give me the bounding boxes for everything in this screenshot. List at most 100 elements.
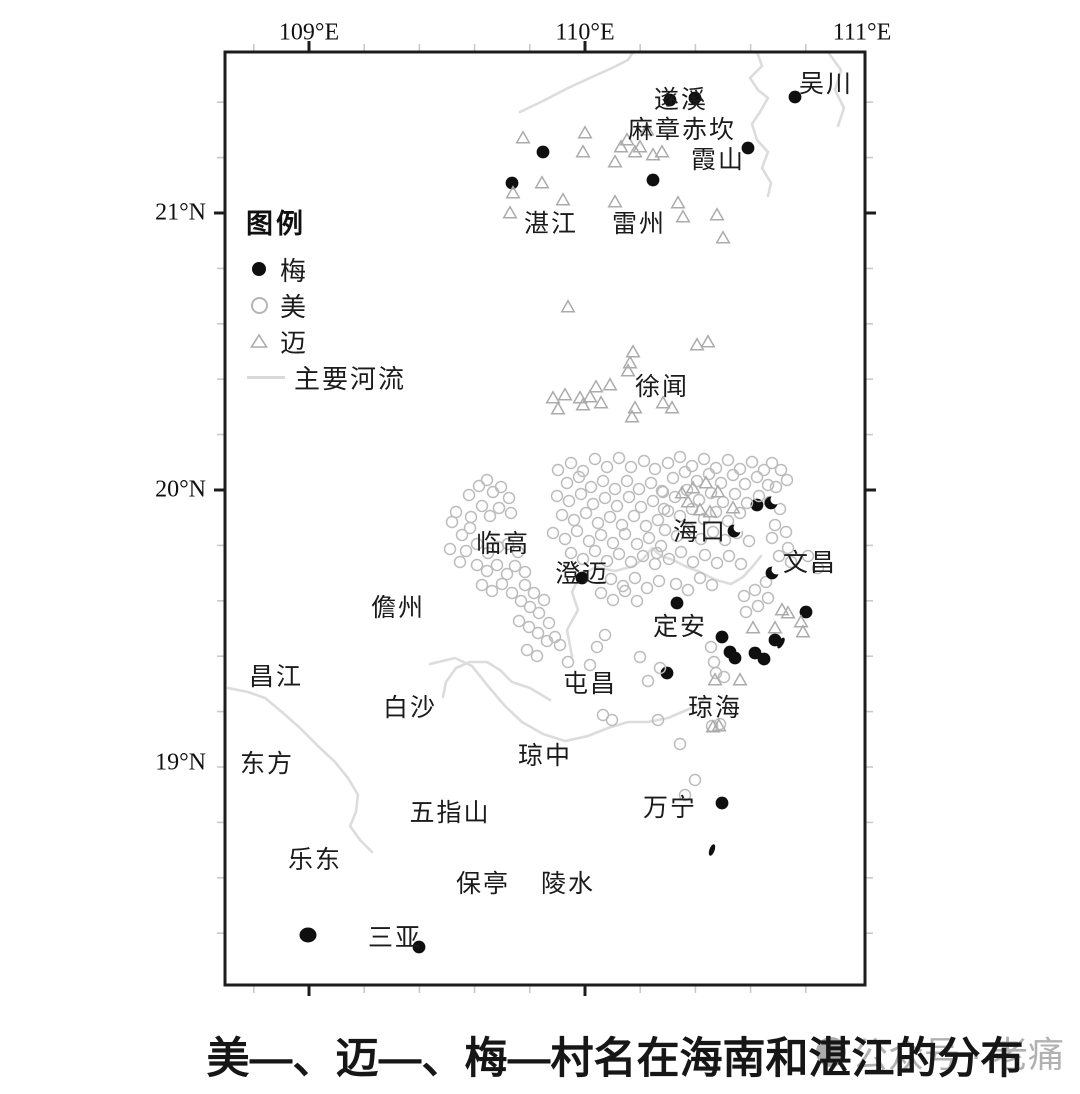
mei-circle-marker (610, 499, 624, 513)
mei-circle-marker (462, 488, 476, 502)
mei-circle-marker (594, 586, 608, 600)
mei-circle-marker (751, 599, 765, 613)
mai-triangle-marker (505, 185, 521, 199)
mai-triangle-marker (619, 132, 635, 146)
mei-dot-marker (728, 651, 742, 665)
river-line (565, 546, 763, 658)
mei-circle-marker (690, 474, 704, 488)
mai-triangle-marker (655, 395, 671, 409)
mai-triangle-marker (545, 390, 561, 404)
mei-circle-marker (504, 506, 518, 520)
mei-circle-marker (518, 565, 532, 579)
mei-circle-marker (475, 499, 489, 513)
mei-circle-marker (511, 545, 525, 559)
mei-circle-marker (624, 460, 638, 474)
mei-circle-marker (716, 495, 730, 509)
mai-triangle-marker (620, 363, 636, 377)
mei-circle-marker (459, 544, 473, 558)
mei-circle-marker (694, 532, 708, 546)
mei-circle-marker (604, 572, 618, 586)
mei-circle-marker (470, 537, 484, 551)
mai-triangle-marker (593, 395, 609, 409)
mei-dot-marker (646, 173, 660, 187)
mai-triangle-marker (560, 299, 576, 313)
mai-triangle-marker (715, 230, 731, 244)
mei-circle-marker (618, 527, 632, 541)
mei-circle-marker (666, 471, 680, 485)
mei-circle-marker (678, 788, 692, 802)
mai-triangle-marker (767, 620, 783, 634)
mei-circle-marker (514, 594, 528, 608)
mei-circle-marker (527, 586, 541, 600)
mei-circle-marker (710, 556, 724, 570)
mai-triangle-marker (639, 122, 655, 136)
mei-circle-marker (740, 496, 754, 510)
mei-circle-marker (532, 606, 546, 620)
mei-circle-marker (773, 502, 787, 516)
mai-triangle-marker (700, 334, 716, 348)
mei-circle-marker (567, 513, 581, 527)
mai-triangle-marker (654, 144, 670, 158)
mei-circle-marker (443, 542, 457, 556)
mei-dot-marker (715, 630, 729, 644)
mei-circle-marker (591, 516, 605, 530)
mei-circle-marker (603, 510, 617, 524)
mei-circle-marker (494, 480, 508, 494)
mai-triangle-marker (557, 387, 573, 401)
mei-circle-marker (505, 586, 519, 600)
mei-circle-marker (540, 634, 554, 648)
mei-circle-marker (445, 515, 459, 529)
mei-circle-marker (586, 497, 600, 511)
mei-circle-marker (627, 509, 641, 523)
mai-triangle-marker (774, 602, 790, 616)
mei-circle-marker (502, 491, 516, 505)
mei-circle-marker (779, 525, 793, 539)
legend-item-mai-triangle: 迈 (246, 323, 406, 359)
mei-circle-marker (518, 578, 532, 592)
mei-dot-marker (663, 93, 677, 107)
watermark: 公众号 · 老痛 (816, 1026, 1064, 1078)
mei-circle-marker (653, 661, 667, 675)
figure-caption: 美—、迈—、梅—村名在海南和湛江的分布 (206, 1035, 1024, 1083)
mei-circle-marker (669, 577, 683, 591)
mei-circle-marker (542, 616, 556, 630)
mai-triangle-marker (555, 192, 571, 206)
mei-circle-marker (630, 537, 644, 551)
open-triangle-icon (246, 333, 272, 349)
legend-item-label: 美 (280, 292, 309, 322)
mei-circle-marker (737, 589, 751, 603)
mei-circle-marker (622, 490, 636, 504)
mei-circle-marker (630, 594, 644, 608)
legend-item-river: 主要河流 (246, 359, 406, 395)
mei-circle-marker (745, 455, 759, 469)
mei-circle-marker (612, 547, 626, 561)
mei-circle-marker (655, 484, 669, 498)
mei-circle-marker (784, 555, 798, 569)
mei-circle-marker (606, 536, 620, 550)
mei-circle-marker (648, 462, 662, 476)
mai-triangle-marker (709, 207, 725, 221)
mei-circle-marker (481, 546, 495, 560)
mei-circle-marker (734, 557, 748, 571)
mei-circle-marker (636, 549, 650, 563)
mai-triangle-marker (702, 504, 718, 518)
mai-triangle-marker (550, 401, 566, 415)
mei-dot-marker-large (299, 927, 317, 943)
mei-circle-marker (654, 539, 668, 553)
watermark-logo-icon (816, 1037, 846, 1067)
mei-circle-marker (656, 485, 670, 499)
mei-circle-marker (483, 509, 497, 523)
mai-triangle-marker (622, 355, 638, 369)
mei-circle-marker (661, 504, 675, 518)
mei-circle-marker (707, 655, 721, 669)
mei-dot-marker (575, 571, 589, 585)
mei-circle-marker (550, 489, 564, 503)
mai-triangle-marker (588, 379, 604, 393)
mai-triangle-marker (607, 154, 623, 168)
mei-circle-marker (733, 462, 747, 476)
mei-circle-marker (780, 473, 794, 487)
mei-circle-marker (634, 500, 648, 514)
small-mark (708, 844, 716, 856)
mei-circle-marker (772, 549, 786, 563)
mei-circle-marker (662, 552, 676, 566)
